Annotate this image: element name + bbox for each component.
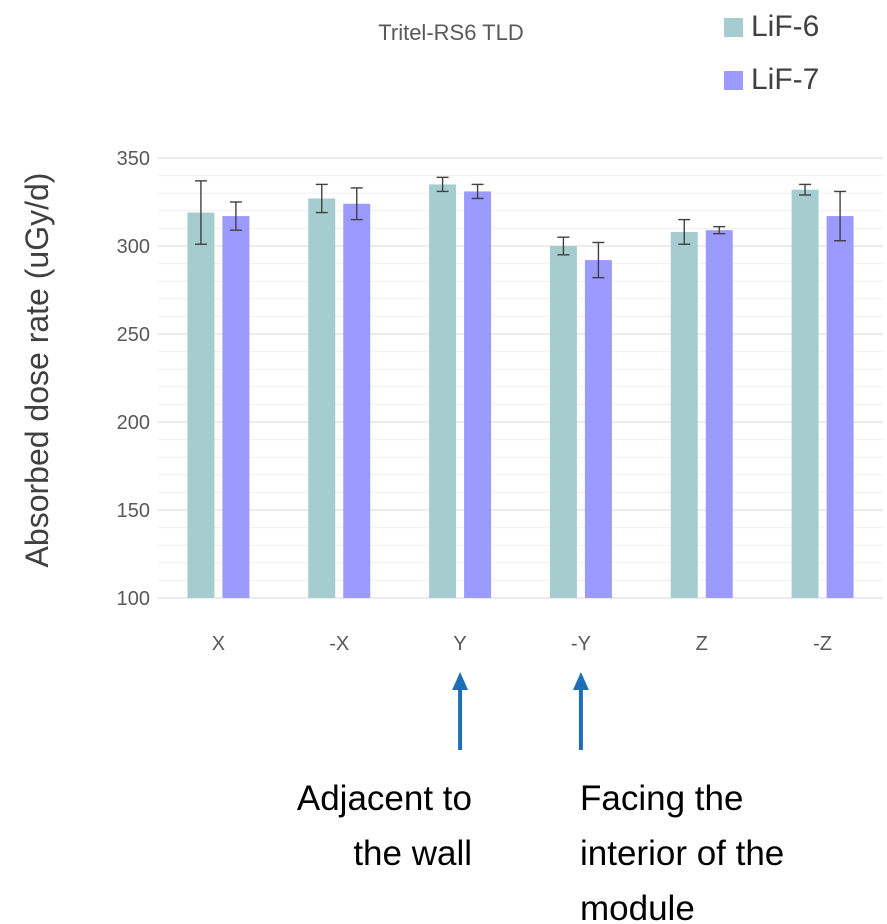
x-tick-label: -X <box>329 633 349 655</box>
bar-lif-6 <box>549 246 577 598</box>
annotation-text: Facing the interior of the module <box>580 779 784 924</box>
x-tick-labels: X -X Y -Y Z -Z <box>212 633 832 655</box>
error-bar <box>799 183 812 196</box>
bar-lif-7 <box>826 216 854 598</box>
error-bar <box>713 225 726 235</box>
bar-lif-6 <box>308 198 336 599</box>
annotation-text: Adjacent to the wall <box>297 779 472 873</box>
bar-lif-7 <box>343 203 371 598</box>
x-tick-label: -Z <box>813 633 832 655</box>
annotation-arrow <box>572 672 589 750</box>
bar-lif-7 <box>584 260 612 598</box>
bar-lif-7 <box>222 216 250 598</box>
legend-label: LiF-6 <box>751 10 819 43</box>
bar-lif-6 <box>187 212 215 598</box>
annotations: Adjacent to the wall Facing the interior of… <box>297 672 784 924</box>
bar-lif-6 <box>429 184 457 598</box>
gridlines <box>158 157 883 599</box>
y-tick-label: 250 <box>117 324 150 346</box>
legend-label: LiF-7 <box>751 63 819 96</box>
error-bar <box>592 241 605 279</box>
bar-lif-6 <box>670 231 698 599</box>
error-bar <box>436 176 449 193</box>
bars <box>187 184 854 599</box>
error-bars <box>194 176 847 279</box>
error-bar <box>557 236 570 256</box>
x-tick-label: X <box>212 633 225 655</box>
y-tick-label: 350 <box>117 148 150 170</box>
y-tick-label: 150 <box>117 500 150 522</box>
error-bar <box>834 190 847 242</box>
bar-lif-7 <box>705 230 733 598</box>
error-bar <box>350 187 363 221</box>
y-tick-label: 100 <box>117 588 150 610</box>
error-bar <box>678 218 691 245</box>
y-tick-label: 300 <box>117 236 150 258</box>
bar-lif-7 <box>464 191 492 598</box>
chart-title: Tritel-RS6 TLD <box>378 20 523 45</box>
error-bar <box>194 180 207 245</box>
legend-swatch <box>724 71 743 90</box>
error-bar <box>471 183 484 200</box>
legend: LiF-6 LiF-7 <box>724 10 819 96</box>
y-tick-labels: 100 150 200 250 300 350 <box>117 148 150 610</box>
error-bar <box>229 201 242 231</box>
x-tick-label: Y <box>453 633 466 655</box>
y-axis-label: Absorbed dose rate (uGy/d) <box>19 173 55 568</box>
x-tick-label: -Y <box>571 633 591 655</box>
y-tick-label: 200 <box>117 412 150 434</box>
error-bar <box>315 183 328 214</box>
bar-lif-6 <box>791 189 819 598</box>
legend-swatch <box>724 18 743 37</box>
x-tick-label: Z <box>696 633 708 655</box>
annotation-arrow <box>452 672 469 750</box>
